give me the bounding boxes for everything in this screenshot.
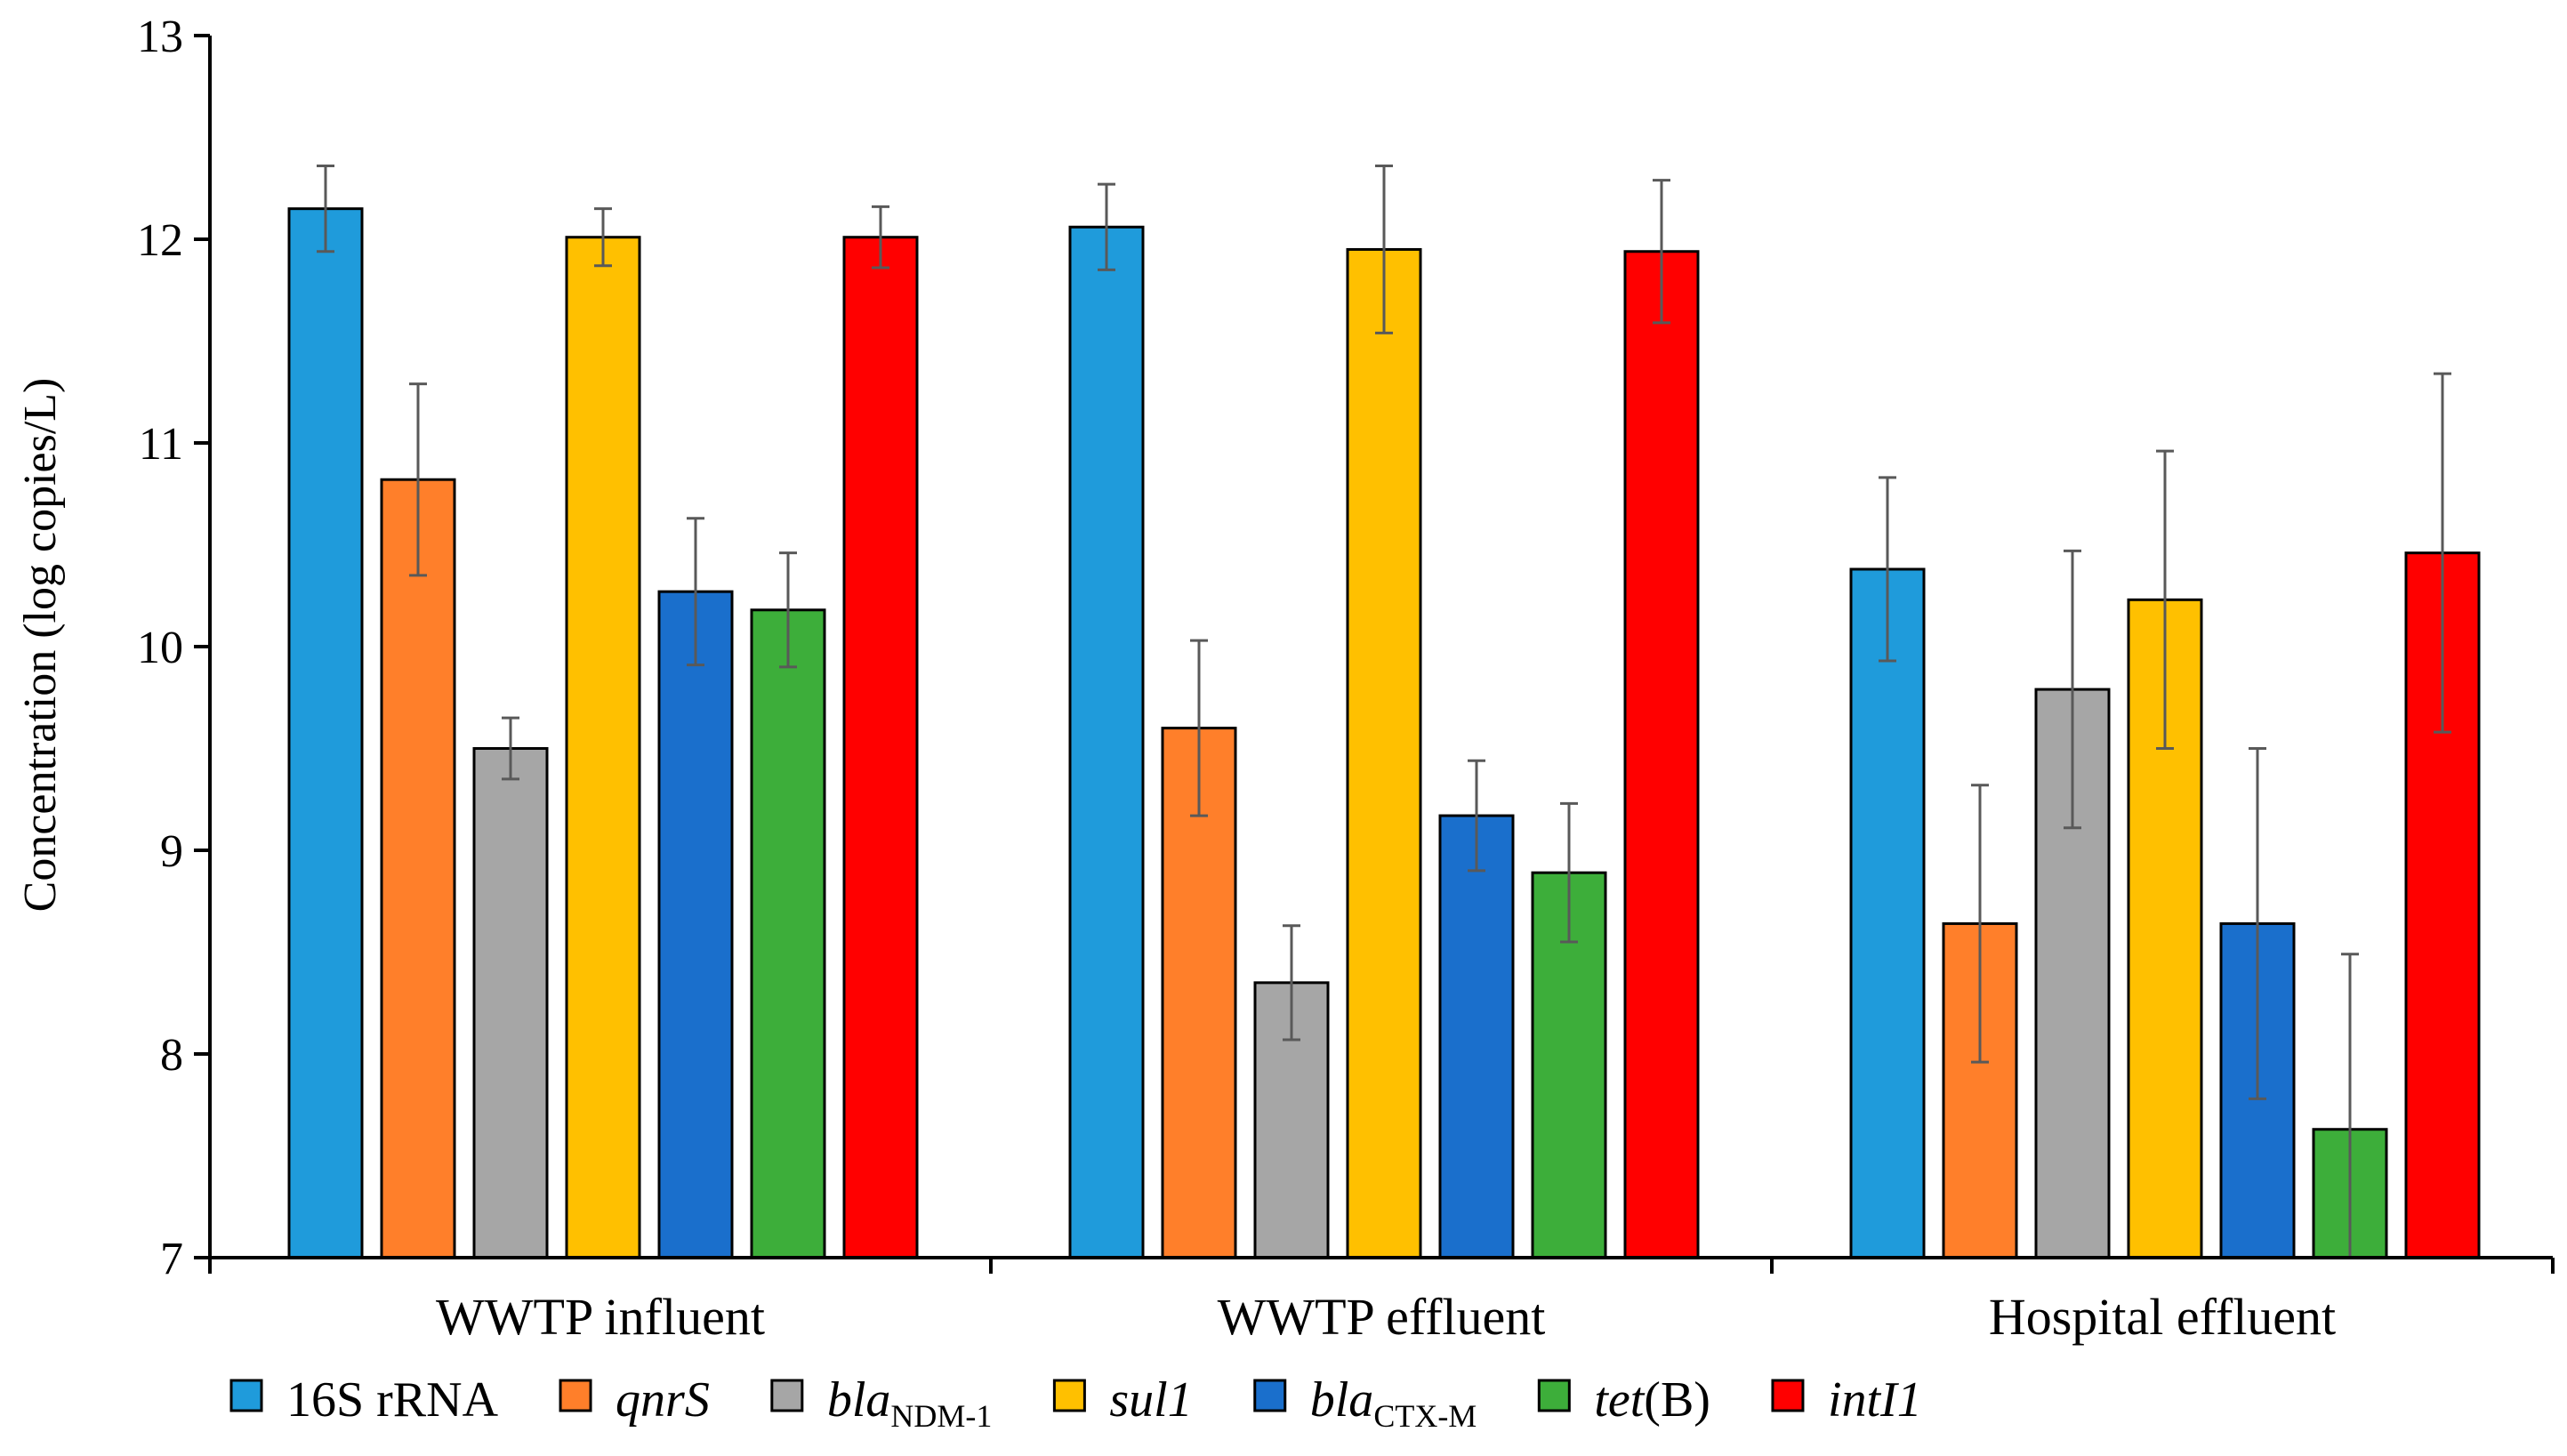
error-bar-16s-rrna-wwtp-influent	[317, 165, 334, 253]
error-bar-bla-ctx-m-hospital-effluent	[2249, 747, 2266, 1100]
legend: 16S rRNA qnrS blaNDM-1 sul1 blaCTX-M tet(B) in…	[229, 1372, 1922, 1434]
legend-label-inti1: intI1	[1828, 1372, 1922, 1428]
legend-swatch-bla-ctx-m	[1253, 1379, 1287, 1412]
legend-item-tet-b: tet(B)	[1537, 1372, 1710, 1428]
bar-16s-rrna-wwtp-influent	[287, 207, 364, 1259]
legend-label-qnrs: qnrS	[616, 1372, 710, 1428]
bar-tet-b-wwtp-influent	[750, 608, 826, 1259]
bar-16s-rrna-hospital-effluent	[1849, 567, 1926, 1259]
legend-label-bla-ndm-1: blaNDM-1	[827, 1372, 993, 1434]
legend-swatch-16s-rrna	[229, 1379, 263, 1412]
error-bar-qnrs-hospital-effluent	[1971, 784, 1989, 1064]
error-bar-inti1-wwtp-effluent	[1653, 179, 1670, 325]
error-bar-tet-b-wwtp-influent	[779, 551, 797, 669]
bar-qnrs-wwtp-influent	[380, 478, 456, 1259]
error-bars-layer	[317, 165, 2451, 1259]
legend-swatch-sul1	[1052, 1379, 1086, 1412]
bar-inti1-wwtp-effluent	[1623, 250, 1700, 1259]
error-bar-bla-ndm-1-wwtp-influent	[502, 716, 519, 781]
x-category-label-hospital-effluent: Hospital effluent	[1989, 1288, 2336, 1346]
legend-label-bla-ctx-m: blaCTX-M	[1310, 1372, 1477, 1434]
y-tick-label-8: 8	[160, 1030, 183, 1081]
error-bar-bla-ctx-m-wwtp-effluent	[1468, 759, 1485, 873]
legend-item-sul1: sul1	[1052, 1372, 1193, 1428]
y-tick-label-12: 12	[137, 215, 183, 266]
error-bar-qnrs-wwtp-influent	[409, 382, 427, 577]
error-bar-qnrs-wwtp-effluent	[1190, 639, 1208, 817]
error-bar-bla-ndm-1-hospital-effluent	[2064, 549, 2081, 830]
error-bar-tet-b-wwtp-effluent	[1560, 801, 1578, 944]
bar-sul1-wwtp-influent	[565, 236, 641, 1259]
axes-layer: 7 8 9 10 11 12 13 WWTP influent WWTP effluent Hos…	[137, 12, 2555, 1346]
error-bar-16s-rrna-hospital-effluent	[1879, 476, 1896, 663]
error-bar-16s-rrna-wwtp-effluent	[1098, 182, 1115, 271]
bar-bla-ndm-1-wwtp-influent	[472, 747, 549, 1259]
legend-item-bla-ctx-m: blaCTX-M	[1253, 1372, 1477, 1434]
y-tick-label-13: 13	[137, 12, 183, 62]
legend-swatch-qnrs	[559, 1379, 592, 1412]
bar-qnrs-hospital-effluent	[1942, 921, 2018, 1259]
legend-swatch-tet-b	[1537, 1379, 1571, 1412]
y-axis-title: Concentration (log copies/L)	[15, 378, 66, 913]
legend-label-16s-rrna: 16S rRNA	[286, 1372, 499, 1428]
bar-16s-rrna-wwtp-effluent	[1068, 225, 1145, 1259]
x-category-label-wwtp-effluent: WWTP effluent	[1218, 1288, 1546, 1346]
x-category-label-wwtp-influent: WWTP influent	[436, 1288, 765, 1346]
error-bar-bla-ctx-m-wwtp-influent	[687, 517, 704, 667]
error-bar-sul1-wwtp-effluent	[1375, 165, 1393, 334]
bar-bla-ctx-m-wwtp-effluent	[1438, 814, 1515, 1259]
error-bar-inti1-wwtp-influent	[872, 205, 889, 269]
y-tick-label-7: 7	[160, 1234, 183, 1284]
bar-bla-ctx-m-wwtp-influent	[657, 590, 734, 1259]
error-bar-sul1-wwtp-influent	[594, 207, 612, 268]
error-bar-inti1-hospital-effluent	[2434, 372, 2451, 734]
y-tick-label-9: 9	[160, 826, 183, 877]
legend-label-sul1: sul1	[1109, 1372, 1192, 1428]
bar-inti1-wwtp-influent	[842, 236, 919, 1259]
legend-swatch-bla-ndm-1	[770, 1379, 804, 1412]
legend-swatch-inti1	[1771, 1379, 1805, 1412]
legend-item-inti1: intI1	[1771, 1372, 1922, 1428]
error-bar-sul1-hospital-effluent	[2156, 449, 2174, 750]
y-tick-label-11: 11	[139, 419, 183, 470]
legend-item-bla-ndm-1: blaNDM-1	[770, 1372, 993, 1434]
bars-layer	[287, 207, 2481, 1259]
legend-label-tet-b: tet(B)	[1594, 1372, 1710, 1428]
legend-item-16s-rrna: 16S rRNA	[229, 1372, 499, 1428]
error-bar-bla-ndm-1-wwtp-effluent	[1283, 924, 1300, 1042]
bar-sul1-wwtp-effluent	[1346, 247, 1422, 1259]
y-tick-label-10: 10	[137, 623, 183, 673]
legend-item-qnrs: qnrS	[559, 1372, 710, 1428]
